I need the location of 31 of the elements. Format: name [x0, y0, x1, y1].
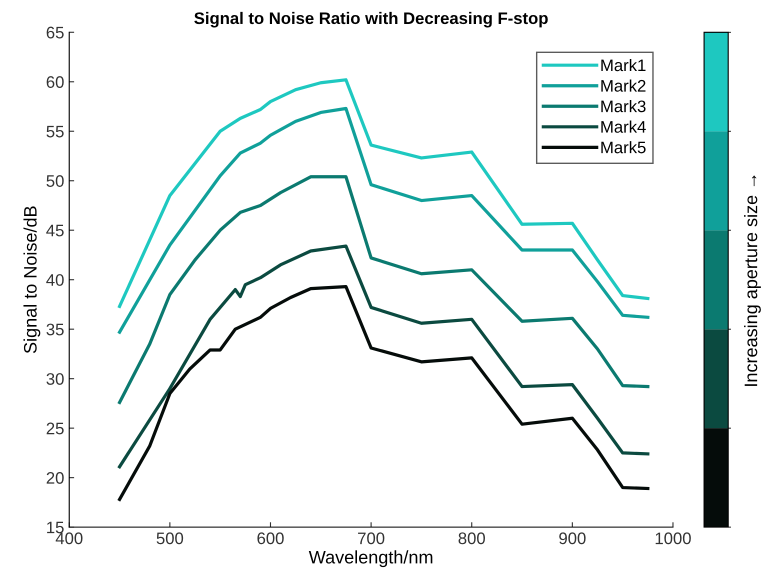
- y-tick-label: 45: [46, 224, 64, 236]
- line-series: [118, 78, 650, 308]
- y-axis-title: Signal to Noise/dB: [23, 206, 40, 354]
- x-tick-label: 700: [358, 532, 384, 544]
- x-axis-title: Wavelength/nm: [308, 550, 432, 568]
- x-tick-label: 1000: [656, 532, 691, 544]
- y-tick-label: 25: [46, 422, 64, 434]
- line-series: [118, 244, 650, 468]
- y-tick-label: 50: [46, 175, 64, 187]
- x-tick-label: 500: [156, 532, 184, 544]
- y-tick-label: 40: [46, 274, 64, 286]
- legend-label: Mark3: [601, 100, 646, 112]
- line-series: [118, 175, 650, 404]
- legend-label: Mark4: [601, 120, 646, 133]
- color-bar-title: Increasing aperture size →: [744, 176, 761, 386]
- y-tick-label: 15: [47, 522, 64, 534]
- y-tick-label: 55: [46, 126, 64, 138]
- x-tick-label: 600: [257, 532, 284, 544]
- x-tick-label: 400: [56, 532, 82, 544]
- legend-label: Mark1: [601, 58, 646, 72]
- x-tick-label: 900: [559, 532, 586, 544]
- y-tick-label: 60: [46, 76, 64, 88]
- legend-label: Mark2: [601, 79, 646, 92]
- y-tick-label: 30: [46, 373, 64, 385]
- y-tick-label: 65: [46, 26, 64, 38]
- chart-title: Signal to Noise Ratio with Decreasing F-stop: [194, 12, 548, 28]
- line-series: [118, 285, 650, 502]
- y-tick-label: 35: [46, 324, 64, 336]
- legend-label: Mark5: [601, 141, 646, 154]
- y-tick-label: 20: [46, 472, 64, 484]
- x-tick-label: 800: [458, 532, 485, 544]
